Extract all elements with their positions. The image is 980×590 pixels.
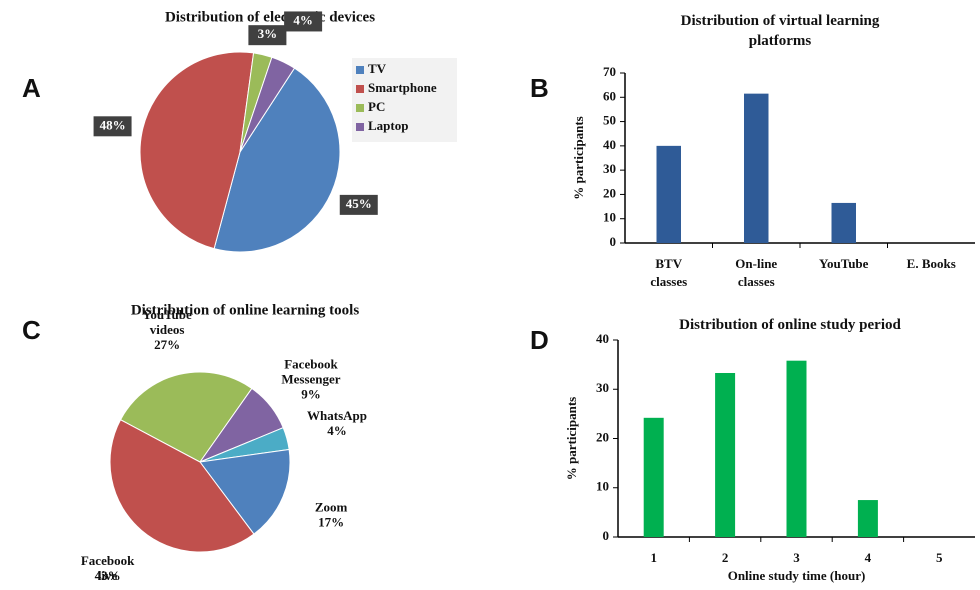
x-tick-label: E. Books — [907, 256, 956, 271]
bar — [656, 145, 681, 243]
data-label-box — [284, 11, 323, 32]
legend-label: Laptop — [368, 118, 408, 133]
data-label: 4% — [293, 12, 313, 27]
chart-title: Distribution of virtual learning platform… — [681, 13, 880, 49]
legend-label: TV — [368, 61, 387, 76]
slice-label: WhatsApp — [307, 408, 367, 423]
slice-label: Facebook live — [81, 553, 135, 583]
slice-value: 9% — [301, 386, 321, 401]
slice-label: Zoom — [315, 500, 348, 515]
bar — [786, 360, 807, 537]
y-tick-label: 60 — [603, 88, 616, 103]
pie-slice — [199, 448, 291, 535]
bar — [715, 372, 736, 537]
data-label: 48% — [100, 117, 126, 132]
x-tick-label: BTV classes — [650, 256, 687, 289]
y-tick-label: 40 — [603, 137, 616, 152]
x-tick-label: 1 — [650, 550, 657, 565]
x-tick-label: On-line classes — [735, 256, 777, 289]
legend-label: Smartphone — [368, 80, 437, 95]
bar — [831, 202, 856, 243]
y-tick-label: 40 — [596, 331, 609, 346]
data-label-box — [339, 194, 378, 215]
legend-swatch — [356, 85, 364, 93]
x-tick-label: 3 — [793, 550, 800, 565]
slice-value: 17% — [318, 515, 344, 530]
slice-label: Facebook Messenger — [281, 356, 340, 386]
bar — [857, 500, 878, 537]
data-label-box — [93, 116, 132, 137]
y-tick-label: 70 — [603, 64, 616, 79]
y-tick-label: 0 — [610, 234, 617, 249]
y-tick-label: 20 — [603, 185, 616, 200]
data-label-box — [248, 25, 287, 46]
y-tick-label: 50 — [603, 113, 616, 128]
chart-title: Distribution of online study period — [679, 317, 901, 333]
slice-label: YouTube videos — [142, 307, 192, 337]
x-axis-label: Online study time (hour) — [728, 568, 866, 583]
chart-title: Distribution of electronic devices — [165, 9, 375, 25]
x-tick-label: YouTube — [819, 256, 869, 271]
panel-label: C — [22, 315, 41, 345]
y-axis-label: % participants — [564, 397, 579, 480]
slice-value: 27% — [154, 337, 180, 352]
y-tick-label: 20 — [596, 429, 609, 444]
legend-swatch — [356, 123, 364, 131]
x-tick-label: 4 — [865, 550, 872, 565]
legend-swatch — [356, 66, 364, 74]
bar — [744, 93, 769, 244]
pie-slice — [213, 67, 341, 253]
x-tick-label: 5 — [936, 550, 943, 565]
slice-value: 43% — [95, 568, 121, 583]
pie-slice — [239, 56, 296, 153]
data-label: 45% — [346, 196, 372, 211]
chart-title: Distribution of online learning tools — [131, 302, 360, 318]
legend-label: PC — [368, 99, 385, 114]
y-tick-label: 30 — [603, 161, 616, 176]
y-tick-label: 10 — [596, 479, 609, 494]
pie-slice — [119, 371, 253, 463]
panel-label: D — [530, 325, 549, 355]
x-tick-label: 2 — [722, 550, 729, 565]
panel-label: A — [22, 73, 41, 103]
slice-value: 4% — [327, 423, 347, 438]
legend-swatch — [356, 104, 364, 112]
y-tick-label: 30 — [596, 380, 609, 395]
data-label: 3% — [258, 26, 278, 41]
y-axis-label: % participants — [571, 116, 586, 199]
pie-slice — [139, 51, 255, 250]
y-tick-label: 0 — [603, 528, 610, 543]
pie-slice — [109, 419, 255, 553]
legend-box — [352, 58, 457, 142]
y-tick-label: 10 — [603, 210, 616, 225]
panel-label: B — [530, 73, 549, 103]
bar — [643, 417, 664, 537]
